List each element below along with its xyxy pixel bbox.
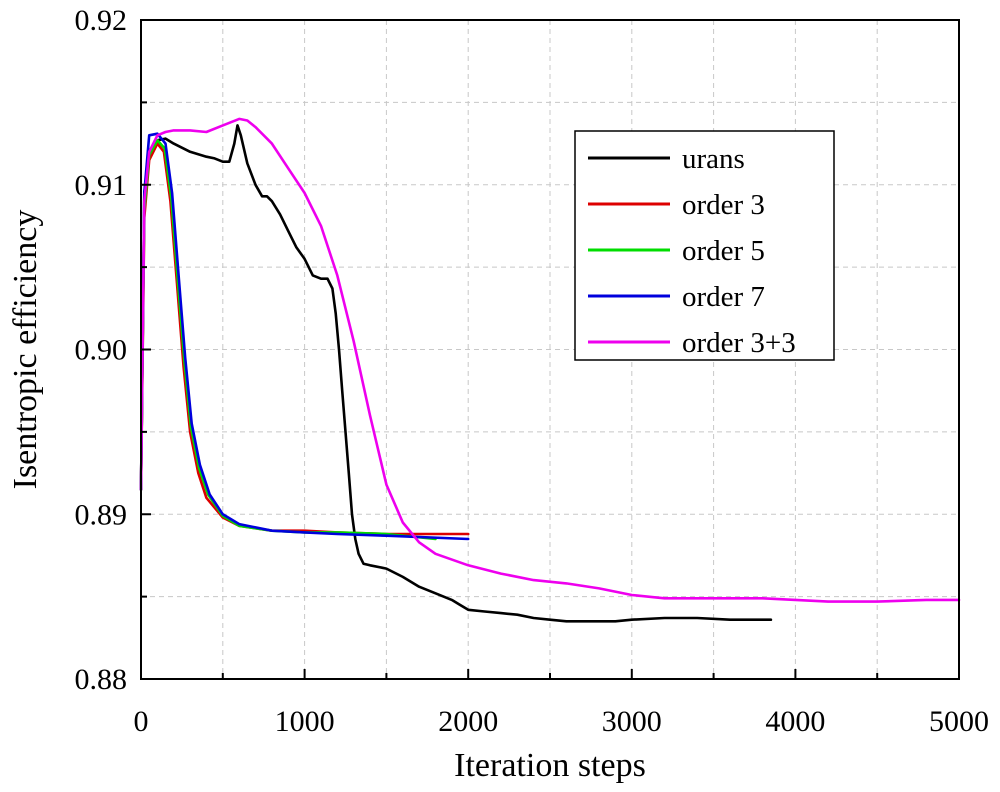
legend-label-1: order 3 (682, 189, 765, 221)
y-axis-title: Isentropic efficiency (7, 210, 44, 490)
y-tick-label: 0.89 (75, 498, 128, 531)
series-line-2 (139, 139, 437, 541)
x-tick-label: 3000 (602, 705, 662, 738)
y-tick-label: 0.88 (75, 663, 128, 696)
x-axis-title: Iteration steps (454, 747, 646, 784)
legend: urans order 3 order 5 order 7 order 3+3 (574, 130, 835, 361)
legend-label-3: order 7 (682, 281, 765, 313)
y-tick-label: 0.91 (75, 169, 128, 202)
grid-lines (141, 20, 959, 679)
y-tick-label: 0.92 (75, 4, 128, 37)
series-line-1 (139, 142, 470, 536)
series-lines (139, 117, 961, 623)
legend-box (574, 130, 835, 361)
x-tick-label: 5000 (929, 705, 989, 738)
legend-label-2: order 5 (682, 235, 765, 267)
series-line-0 (139, 124, 773, 623)
y-axis-ticks: 0.88 0.89 0.90 0.91 0.92 (75, 4, 151, 696)
y-tick-label: 0.90 (75, 334, 128, 367)
x-axis-ticks: 0 1000 2000 3000 4000 5000 (134, 669, 989, 738)
x-tick-label: 2000 (438, 705, 498, 738)
legend-label-0: urans (682, 143, 745, 175)
legend-label-4: order 3+3 (682, 327, 796, 359)
x-tick-label: 0 (134, 705, 149, 738)
series-line-3 (139, 132, 470, 541)
x-tick-label: 4000 (765, 705, 825, 738)
series-line-4 (139, 117, 961, 603)
x-tick-label: 1000 (275, 705, 335, 738)
